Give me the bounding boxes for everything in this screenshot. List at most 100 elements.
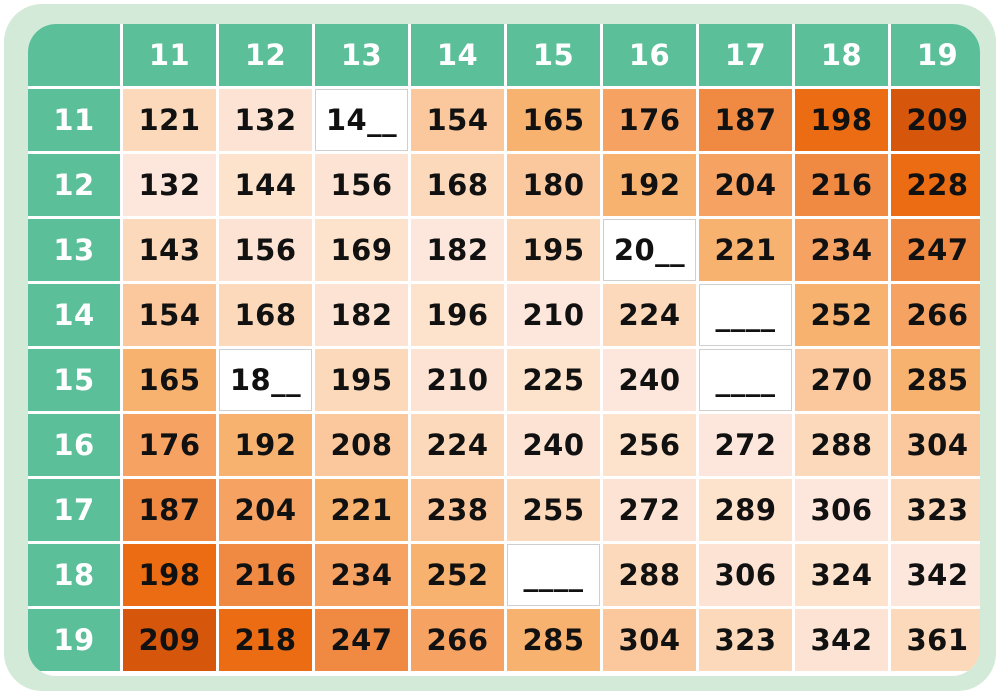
product-cell: 289 bbox=[699, 479, 792, 541]
column-header: 17 bbox=[699, 24, 792, 86]
product-cell: 221 bbox=[315, 479, 408, 541]
product-cell: 180 bbox=[507, 154, 600, 216]
row-header: 11 bbox=[28, 89, 120, 151]
product-cell: 306 bbox=[795, 479, 888, 541]
product-cell: 304 bbox=[891, 414, 980, 476]
product-cell: 234 bbox=[795, 219, 888, 281]
column-header: 15 bbox=[507, 24, 600, 86]
answer-blank-cell[interactable]: ____ bbox=[699, 349, 792, 411]
product-cell: 121 bbox=[123, 89, 216, 151]
product-cell: 272 bbox=[603, 479, 696, 541]
product-cell: 342 bbox=[891, 544, 980, 606]
product-cell: 192 bbox=[603, 154, 696, 216]
product-cell: 176 bbox=[603, 89, 696, 151]
row-header: 13 bbox=[28, 219, 120, 281]
product-cell: 323 bbox=[699, 609, 792, 671]
product-cell: 210 bbox=[507, 284, 600, 346]
product-cell: 204 bbox=[219, 479, 312, 541]
product-cell: 304 bbox=[603, 609, 696, 671]
product-cell: 234 bbox=[315, 544, 408, 606]
answer-blank-cell[interactable]: ____ bbox=[507, 544, 600, 606]
product-cell: 255 bbox=[507, 479, 600, 541]
multiplication-table: 11 12 13 14 15 16 17 18 19 11 121 132 14__ 154 165 176 1… bbox=[28, 24, 980, 676]
product-cell: 252 bbox=[795, 284, 888, 346]
product-cell: 176 bbox=[123, 414, 216, 476]
product-cell: 224 bbox=[603, 284, 696, 346]
product-cell: 156 bbox=[219, 219, 312, 281]
product-cell: 154 bbox=[123, 284, 216, 346]
product-cell: 216 bbox=[795, 154, 888, 216]
product-cell: 306 bbox=[699, 544, 792, 606]
product-cell: 247 bbox=[315, 609, 408, 671]
product-cell: 198 bbox=[123, 544, 216, 606]
product-cell: 272 bbox=[699, 414, 792, 476]
product-cell: 240 bbox=[507, 414, 600, 476]
product-cell: 285 bbox=[891, 349, 980, 411]
product-cell: 288 bbox=[795, 414, 888, 476]
row-header: 12 bbox=[28, 154, 120, 216]
product-cell: 361 bbox=[891, 609, 980, 671]
product-cell: 209 bbox=[891, 89, 980, 151]
product-cell: 154 bbox=[411, 89, 504, 151]
row-header: 14 bbox=[28, 284, 120, 346]
product-cell: 187 bbox=[699, 89, 792, 151]
product-cell: 195 bbox=[315, 349, 408, 411]
row-header: 18 bbox=[28, 544, 120, 606]
product-cell: 165 bbox=[507, 89, 600, 151]
product-cell: 323 bbox=[891, 479, 980, 541]
product-cell: 156 bbox=[315, 154, 408, 216]
product-cell: 324 bbox=[795, 544, 888, 606]
product-cell: 182 bbox=[315, 284, 408, 346]
row-header: 16 bbox=[28, 414, 120, 476]
product-cell: 225 bbox=[507, 349, 600, 411]
product-cell: 210 bbox=[411, 349, 504, 411]
column-header: 18 bbox=[795, 24, 888, 86]
table-frame: 11 12 13 14 15 16 17 18 19 11 121 132 14__ 154 165 176 1… bbox=[4, 4, 996, 691]
product-cell: 165 bbox=[123, 349, 216, 411]
product-cell: 169 bbox=[315, 219, 408, 281]
product-cell: 266 bbox=[891, 284, 980, 346]
row-header: 19 bbox=[28, 609, 120, 671]
product-cell: 144 bbox=[219, 154, 312, 216]
product-cell: 342 bbox=[795, 609, 888, 671]
product-cell: 266 bbox=[411, 609, 504, 671]
product-cell: 256 bbox=[603, 414, 696, 476]
column-header: 12 bbox=[219, 24, 312, 86]
product-cell: 187 bbox=[123, 479, 216, 541]
product-cell: 252 bbox=[411, 544, 504, 606]
product-cell: 143 bbox=[123, 219, 216, 281]
product-cell: 285 bbox=[507, 609, 600, 671]
product-cell: 168 bbox=[411, 154, 504, 216]
product-cell: 132 bbox=[123, 154, 216, 216]
product-cell: 228 bbox=[891, 154, 980, 216]
product-cell: 192 bbox=[219, 414, 312, 476]
answer-blank-cell[interactable]: 18__ bbox=[219, 349, 312, 411]
product-cell: 218 bbox=[219, 609, 312, 671]
product-cell: 238 bbox=[411, 479, 504, 541]
product-cell: 195 bbox=[507, 219, 600, 281]
product-cell: 209 bbox=[123, 609, 216, 671]
column-header: 16 bbox=[603, 24, 696, 86]
product-cell: 132 bbox=[219, 89, 312, 151]
column-header: 14 bbox=[411, 24, 504, 86]
product-cell: 216 bbox=[219, 544, 312, 606]
product-cell: 208 bbox=[315, 414, 408, 476]
answer-blank-cell[interactable]: 20__ bbox=[603, 219, 696, 281]
answer-blank-cell[interactable]: ____ bbox=[699, 284, 792, 346]
product-cell: 198 bbox=[795, 89, 888, 151]
product-cell: 182 bbox=[411, 219, 504, 281]
product-cell: 196 bbox=[411, 284, 504, 346]
product-cell: 240 bbox=[603, 349, 696, 411]
product-cell: 288 bbox=[603, 544, 696, 606]
row-header: 17 bbox=[28, 479, 120, 541]
product-cell: 247 bbox=[891, 219, 980, 281]
product-cell: 270 bbox=[795, 349, 888, 411]
product-cell: 221 bbox=[699, 219, 792, 281]
answer-blank-cell[interactable]: 14__ bbox=[315, 89, 408, 151]
corner-cell bbox=[28, 24, 120, 86]
column-header: 19 bbox=[891, 24, 980, 86]
product-cell: 224 bbox=[411, 414, 504, 476]
product-cell: 168 bbox=[219, 284, 312, 346]
column-header: 11 bbox=[123, 24, 216, 86]
product-cell: 204 bbox=[699, 154, 792, 216]
